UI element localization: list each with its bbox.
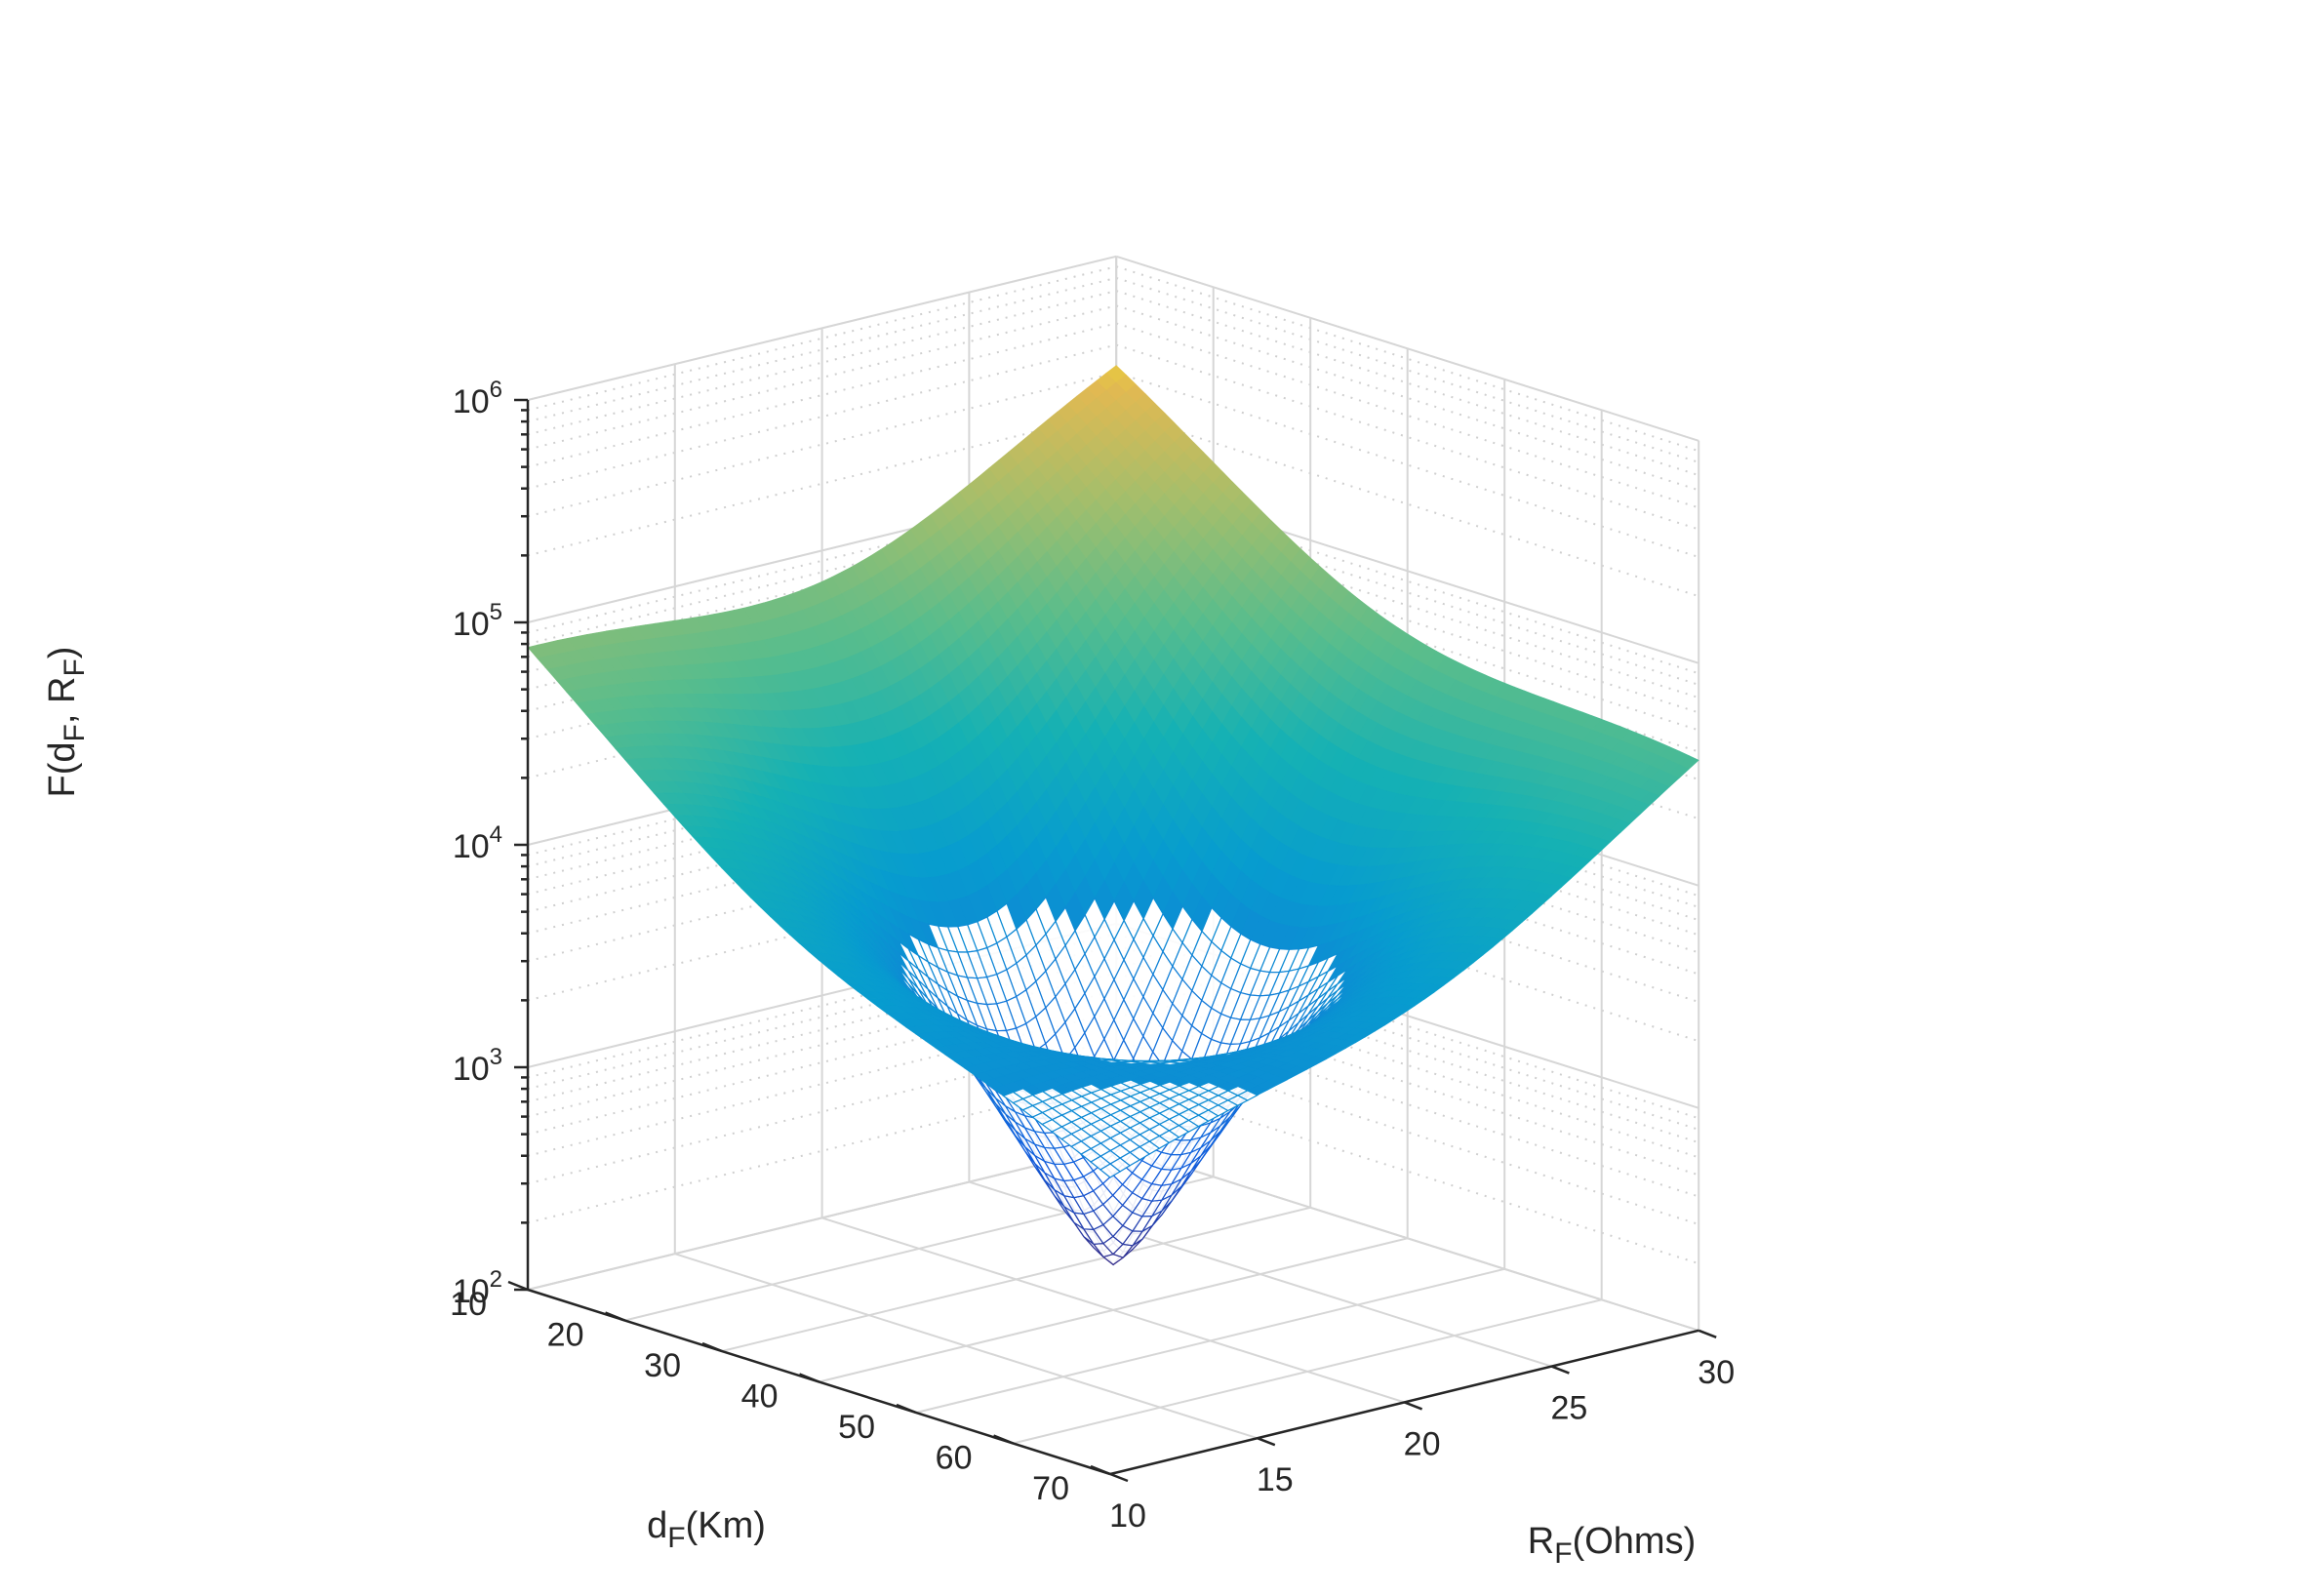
x-tick <box>993 1434 1014 1445</box>
y-tick-label: 15 <box>1257 1461 1294 1498</box>
y-tick-label: 25 <box>1550 1390 1587 1427</box>
surface-mesh <box>527 365 1699 1266</box>
y-axis-label: RF(Ohms) <box>1528 1521 1696 1570</box>
x-tick <box>896 1403 917 1415</box>
x-axis-label: dF(Km) <box>647 1505 766 1554</box>
x-tick-label: 70 <box>1032 1470 1069 1507</box>
x-tick <box>799 1373 819 1383</box>
x-tick <box>1090 1464 1111 1476</box>
axes-lines <box>507 398 1717 1483</box>
grid-major-line <box>969 1180 1552 1368</box>
y-tick <box>1698 1329 1717 1338</box>
z-axis-label: F(dF, RF) <box>42 647 91 798</box>
y-tick-label: 30 <box>1698 1354 1735 1391</box>
grid-major-line <box>1115 1144 1699 1332</box>
y-tick <box>1550 1365 1570 1375</box>
x-tick-label: 30 <box>644 1347 681 1384</box>
x-tick-label: 20 <box>547 1317 584 1354</box>
x-tick-label: 50 <box>838 1409 875 1446</box>
x-tick-label: 10 <box>450 1286 487 1323</box>
grid-major-line <box>674 1253 1259 1440</box>
x-tick <box>605 1311 625 1322</box>
z-tick-label: 103 <box>453 1044 502 1088</box>
x-tick-label: 40 <box>741 1378 779 1416</box>
grid-major-line <box>821 1217 1405 1404</box>
y-tick <box>1109 1472 1129 1483</box>
tick-labels: 102 103 104 105 106 10 20 30 40 50 60 70 10 15 20 25 30 <box>450 377 1735 1535</box>
x-tick <box>701 1341 723 1353</box>
x-tick <box>507 1280 529 1292</box>
surface-patch <box>1099 1163 1122 1178</box>
z-tick-label: 105 <box>453 599 502 643</box>
z-tick-label: 104 <box>453 821 502 865</box>
y-tick-label: 10 <box>1109 1497 1146 1535</box>
y-tick <box>1257 1437 1276 1447</box>
z-tick-label: 106 <box>453 377 502 420</box>
z-tick-label: 102 <box>453 1266 502 1310</box>
y-tick-label: 20 <box>1404 1425 1441 1462</box>
y-tick <box>1404 1401 1423 1411</box>
x-tick-label: 60 <box>936 1440 973 1477</box>
